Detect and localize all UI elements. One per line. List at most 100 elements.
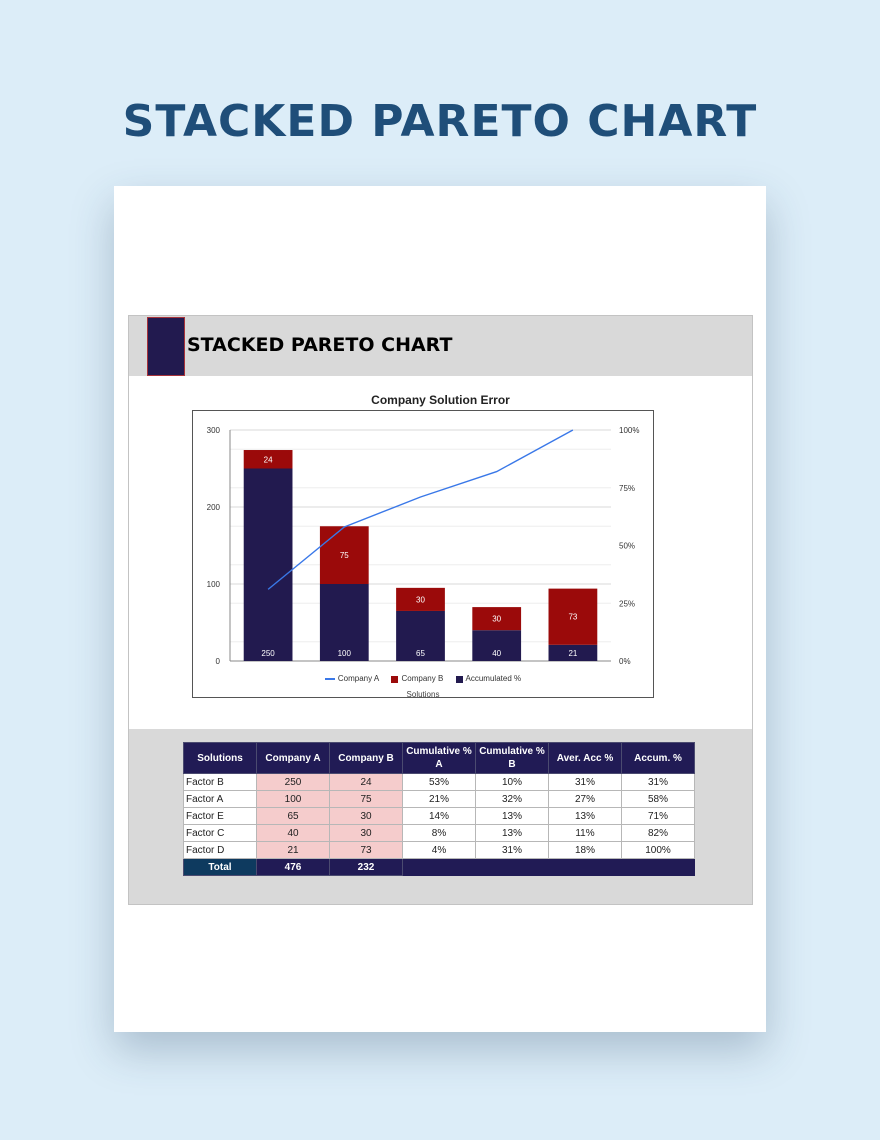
bar-segment-base xyxy=(472,630,522,661)
table-cell[interactable]: 100% xyxy=(621,841,695,859)
table-cell[interactable]: Factor D xyxy=(183,841,257,859)
y2-tick-label: 50% xyxy=(619,542,635,551)
empty-cell xyxy=(402,858,476,876)
table-cell[interactable]: 31% xyxy=(548,773,622,791)
header-company-b: Company B xyxy=(329,742,403,774)
legend-label-company-a: Company A xyxy=(337,674,380,684)
table-cell[interactable]: 40 xyxy=(256,824,330,842)
table-cell[interactable]: 58% xyxy=(621,790,695,808)
header-company-a: Company A xyxy=(256,742,330,774)
data-label-base: 65 xyxy=(416,649,425,658)
header-cumulative-b: Cumulative % B xyxy=(475,742,549,774)
document-title: STACKED PARETO CHART xyxy=(187,334,453,356)
table-cell[interactable]: 30 xyxy=(329,807,403,825)
legend-item-company-b: Company B xyxy=(391,674,443,683)
y2-tick-label: 100% xyxy=(619,426,639,435)
total-row: Total 476 232 xyxy=(183,858,695,876)
table-cell[interactable]: 31% xyxy=(475,841,549,859)
table-cell[interactable]: 4% xyxy=(402,841,476,859)
data-table: Solutions Company A Company B Cumulative… xyxy=(183,742,695,876)
cumulative-line xyxy=(267,429,574,590)
table-header-row: Solutions Company A Company B Cumulative… xyxy=(183,742,695,774)
table-cell[interactable]: 8% xyxy=(402,824,476,842)
spreadsheet-area: STACKED PARETO CHART Company Solution Er… xyxy=(128,315,753,905)
legend-box-swatch xyxy=(391,675,399,683)
table-cell[interactable]: 65 xyxy=(256,807,330,825)
data-label-top: 30 xyxy=(416,595,425,604)
bar-segment-top xyxy=(396,587,445,611)
page-title: STACKED PARETO CHART xyxy=(122,96,758,147)
data-label-top: 24 xyxy=(264,455,273,464)
table-cell[interactable]: 82% xyxy=(621,824,695,842)
table-row: Factor B 250 24 53% 10% 31% 31% xyxy=(183,773,695,791)
header-solutions: Solutions xyxy=(183,742,257,774)
table-cell[interactable]: Factor B xyxy=(183,773,257,791)
table-cell[interactable]: 13% xyxy=(475,824,549,842)
header-aver-acc: Aver. Acc % xyxy=(548,742,622,774)
table-cell[interactable]: 32% xyxy=(475,790,549,808)
table-row: Factor C 40 30 8% 13% 11% 82% xyxy=(183,824,695,842)
table-cell[interactable]: 73 xyxy=(329,841,403,859)
table-row: Factor D 21 73 4% 31% 18% 100% xyxy=(183,841,695,859)
table-cell[interactable]: 100 xyxy=(256,790,330,808)
table-cell[interactable]: 10% xyxy=(475,773,549,791)
table-cell[interactable]: Factor C xyxy=(183,824,257,842)
legend-box-swatch xyxy=(455,675,463,683)
y2-tick-label: 25% xyxy=(619,599,635,608)
bar-segment-base xyxy=(396,610,445,661)
document-header: STACKED PARETO CHART xyxy=(129,316,752,376)
chart-legend: Company A Company B Accumulated % xyxy=(193,674,653,683)
table-row: Factor E 65 30 14% 13% 13% 71% xyxy=(183,807,695,825)
total-company-a[interactable]: 476 xyxy=(256,858,330,876)
legend-line-swatch xyxy=(324,678,335,681)
bar-segment-base xyxy=(243,468,293,661)
legend-label-accumulated: Accumulated % xyxy=(465,674,522,684)
data-label-top: 30 xyxy=(492,615,501,624)
table-cell[interactable]: 14% xyxy=(402,807,476,825)
empty-cell xyxy=(475,858,549,876)
table-cell[interactable]: 31% xyxy=(621,773,695,791)
table-cell[interactable]: 250 xyxy=(256,773,330,791)
pareto-chart: 0 100 200 300 0% 25% 50% 75% 100% 250 24 100 75 65 30 4… xyxy=(207,426,640,666)
chart-frame: 0 100 200 300 0% 25% 50% 75% 100% 250 24 100 75 65 30 4… xyxy=(192,410,654,699)
legend-label-company-b: Company B xyxy=(401,674,444,684)
table-cell[interactable]: 71% xyxy=(621,807,695,825)
total-company-b[interactable]: 232 xyxy=(329,858,403,876)
table-cell[interactable]: 21 xyxy=(256,841,330,859)
y2-tick-label: 0% xyxy=(619,657,631,666)
data-label-base: 250 xyxy=(261,649,275,658)
header-accent-block xyxy=(147,317,185,376)
bar-segment-top xyxy=(548,588,598,645)
y-tick-label: 100 xyxy=(207,580,221,589)
table-cell[interactable]: Factor E xyxy=(183,807,257,825)
bar-segment-base xyxy=(319,584,369,661)
x-axis-title: Solutions xyxy=(406,690,440,699)
y-tick-label: 200 xyxy=(207,503,221,512)
table-cell[interactable]: 27% xyxy=(548,790,622,808)
table-cell[interactable]: 13% xyxy=(548,807,622,825)
data-label-top: 75 xyxy=(340,551,349,560)
y-tick-label: 300 xyxy=(207,426,221,435)
data-label-base: 21 xyxy=(568,649,577,658)
data-label-base: 100 xyxy=(338,649,352,658)
y2-tick-label: 75% xyxy=(619,484,635,493)
table-row: Factor A 100 75 21% 32% 27% 58% xyxy=(183,790,695,808)
legend-item-company-a: Company A xyxy=(324,674,380,684)
bar-segment-top xyxy=(319,526,369,584)
legend-item-accumulated: Accumulated % xyxy=(455,674,522,684)
table-cell[interactable]: 30 xyxy=(329,824,403,842)
document-sheet: STACKED PARETO CHART Company Solution Er… xyxy=(114,186,766,1032)
table-cell[interactable]: 24 xyxy=(329,773,403,791)
bar-segment-base xyxy=(548,644,598,661)
table-cell[interactable]: Factor A xyxy=(183,790,257,808)
header-cumulative-a: Cumulative % A xyxy=(402,742,476,774)
table-cell[interactable]: 13% xyxy=(475,807,549,825)
table-cell[interactable]: 21% xyxy=(402,790,476,808)
table-cell[interactable]: 18% xyxy=(548,841,622,859)
table-cell[interactable]: 53% xyxy=(402,773,476,791)
chart-title: Company Solution Error xyxy=(371,393,510,407)
total-label[interactable]: Total xyxy=(183,858,257,876)
table-cell[interactable]: 75 xyxy=(329,790,403,808)
table-cell[interactable]: 11% xyxy=(548,824,622,842)
data-label-top: 73 xyxy=(568,613,577,622)
